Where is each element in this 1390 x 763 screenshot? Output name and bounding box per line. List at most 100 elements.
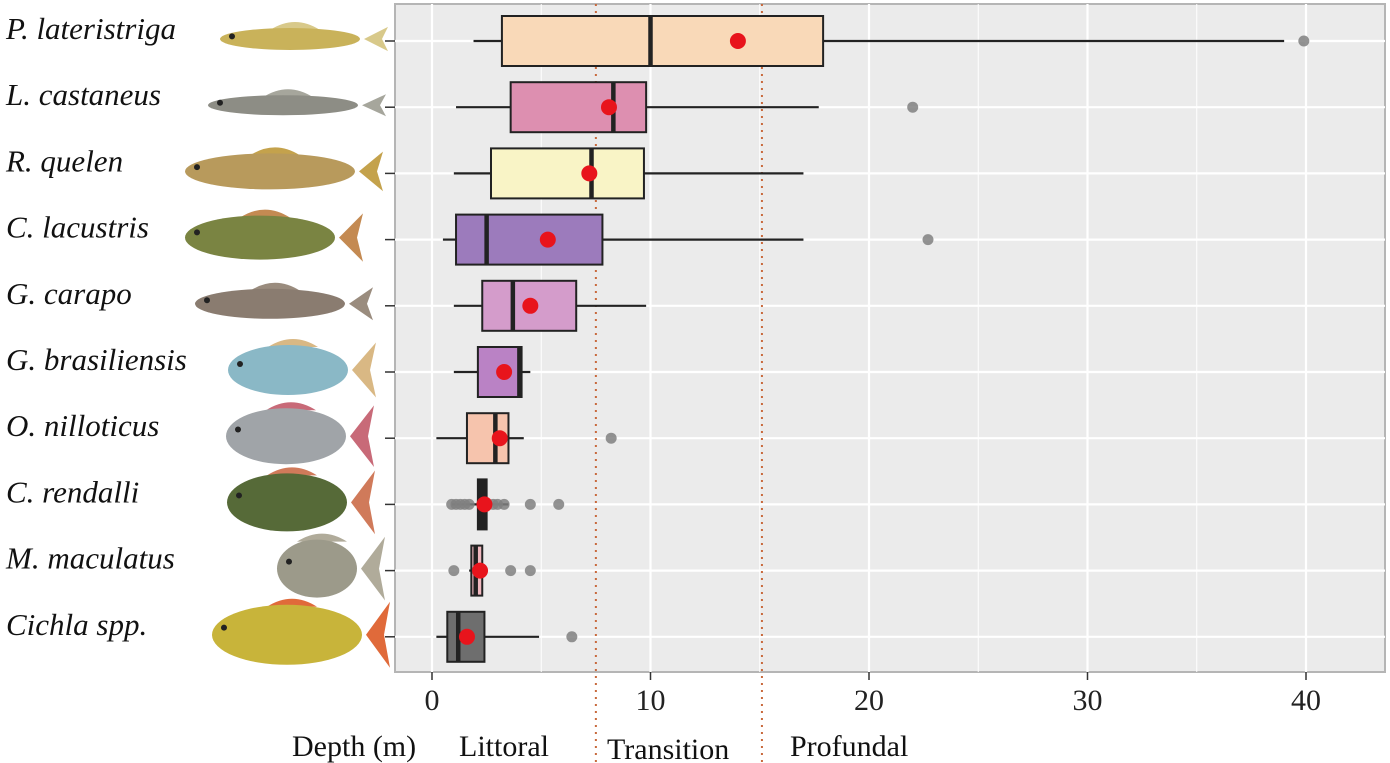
cichlid-icon xyxy=(228,339,376,398)
fish-eye xyxy=(194,229,200,236)
x-axis-ticks: 0 10 20 30 40 xyxy=(425,672,1321,717)
x-tick-label: 20 xyxy=(854,684,884,717)
fish-body xyxy=(185,215,335,260)
box-l-castaneus xyxy=(456,81,919,134)
x-tick-label: 30 xyxy=(1073,684,1103,717)
dorsal-fin xyxy=(267,467,317,476)
species-label: Cichla spp. xyxy=(6,607,147,642)
catfish-icon xyxy=(220,22,388,52)
outlier-point xyxy=(566,631,578,643)
dorsal-fin xyxy=(250,282,300,291)
dorsal-fin xyxy=(270,22,320,30)
dorsal-fin xyxy=(267,598,317,607)
outlier-point xyxy=(448,565,460,577)
box-cichla-spp xyxy=(436,610,578,663)
tail-fin xyxy=(339,213,363,262)
mean-point xyxy=(539,231,556,248)
species-label: C. rendalli xyxy=(6,474,139,509)
box-r-quelen xyxy=(453,147,804,200)
armored-catfish-icon xyxy=(208,89,386,117)
fish-body xyxy=(208,95,358,116)
outlier-point xyxy=(524,498,536,510)
banded-tilapia-icon xyxy=(227,467,375,535)
outlier-point xyxy=(524,565,536,577)
tail-fin xyxy=(364,26,388,52)
x-axis-label: Depth (m) xyxy=(292,730,416,763)
fish-eye xyxy=(221,624,227,631)
dorsal-fin xyxy=(240,209,290,218)
catfish-icon xyxy=(185,147,383,192)
fish-body xyxy=(220,28,360,50)
iqr-box xyxy=(509,81,648,134)
tail-fin xyxy=(366,601,390,668)
mean-point xyxy=(496,364,513,380)
box-c-lacustris xyxy=(442,213,934,266)
x-tick-label: 40 xyxy=(1291,684,1321,717)
species-label: C. lacustris xyxy=(6,210,149,245)
fish-eye xyxy=(236,492,242,499)
zone-label-transition: Transition xyxy=(607,733,729,763)
species-label: P. lateristriga xyxy=(5,11,176,46)
species-labels: P. lateristriga L. castaneus R. quelen C. l… xyxy=(5,11,395,642)
dorsal-fin xyxy=(250,147,300,156)
zone-label-profundal: Profundal xyxy=(790,730,908,763)
box-g-brasiliensis xyxy=(453,346,531,398)
mean-point xyxy=(729,33,746,49)
boxes xyxy=(436,15,1310,663)
dorsal-fin xyxy=(263,89,313,98)
mean-point xyxy=(581,165,598,182)
perch-icon xyxy=(185,209,363,262)
piranha-icon xyxy=(277,533,385,601)
box-c-rendalli xyxy=(446,478,565,531)
outlier-point xyxy=(605,432,617,444)
mean-point xyxy=(491,430,508,447)
outlier-point xyxy=(922,234,934,246)
box-m-maculatus xyxy=(448,544,536,597)
fish-body xyxy=(185,153,355,190)
species-label: L. castaneus xyxy=(5,77,161,112)
knifefish-icon xyxy=(195,282,373,321)
box-g-carapo xyxy=(453,279,647,332)
x-tick-label: 0 xyxy=(425,684,440,717)
mean-point xyxy=(458,628,475,645)
fish-eye xyxy=(235,426,241,433)
species-label: G. carapo xyxy=(6,276,132,311)
fish-body xyxy=(277,539,357,598)
peacock-bass-icon xyxy=(212,598,390,668)
fish-body xyxy=(212,604,362,665)
fish-body xyxy=(227,473,347,532)
tilapia-icon xyxy=(226,402,374,467)
mean-point xyxy=(476,496,493,513)
outlier-point xyxy=(1298,35,1310,47)
fish-eye xyxy=(286,558,292,565)
outlier-point xyxy=(505,565,517,577)
box-o-nilloticus xyxy=(436,412,617,465)
outlier-point xyxy=(553,498,565,510)
tail-fin xyxy=(361,536,385,601)
outlier-point xyxy=(907,101,919,113)
iqr-box xyxy=(500,15,825,67)
zone-label-littoral: Littoral xyxy=(459,730,549,763)
mean-point xyxy=(600,99,617,116)
species-label: O. nilloticus xyxy=(6,408,159,443)
outlier-point xyxy=(498,498,510,510)
tail-fin xyxy=(351,470,375,535)
tail-fin xyxy=(350,405,374,467)
species-label: M. maculatus xyxy=(5,541,175,576)
fish-body xyxy=(228,345,348,395)
tail-fin xyxy=(362,94,386,117)
fish-eye xyxy=(194,164,200,171)
tail-fin xyxy=(359,151,383,192)
fish-eye xyxy=(217,99,223,106)
fish-illustrations xyxy=(185,22,390,668)
iqr-box xyxy=(455,213,604,266)
mean-point xyxy=(522,297,539,314)
fish-eye xyxy=(204,297,210,304)
dorsal-fin xyxy=(297,533,347,542)
x-tick-label: 10 xyxy=(636,684,666,717)
outlier-point xyxy=(463,498,475,510)
fish-eye xyxy=(229,33,235,40)
species-label: G. brasiliensis xyxy=(6,342,187,377)
mean-point xyxy=(472,562,489,579)
